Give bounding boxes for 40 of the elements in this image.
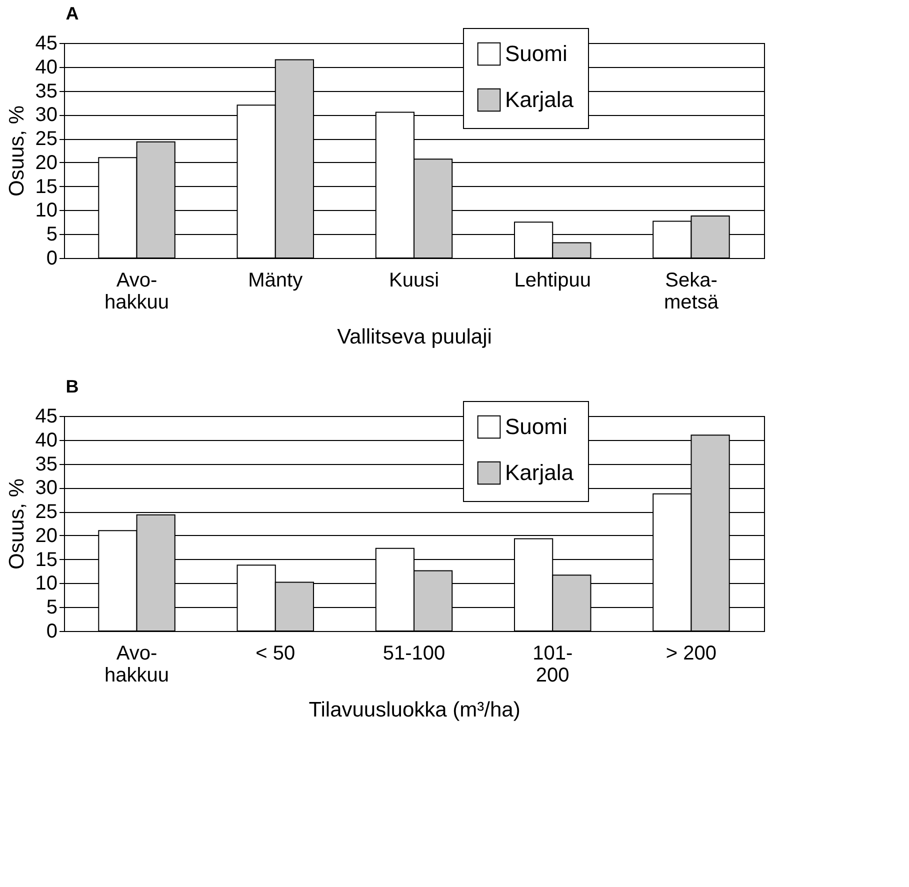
y-tick-label: 45 [35,32,58,54]
y-tick-label: 45 [35,406,58,428]
x-axis-title: Tilavuusluokka (m³/ha) [308,698,520,722]
y-axis-title: Osuus, % [5,105,28,197]
y-tick-label: 25 [35,128,58,150]
x-tick-label: Lehtipuu [514,270,591,292]
y-tick-label: 35 [35,80,58,102]
x-tick-label: Seka- metsä [664,270,720,314]
legend-label: Suomi [505,414,568,439]
y-tick-label: 15 [35,176,58,198]
x-tick-label: Avo- hakkuu [104,270,170,314]
y-tick-label: 30 [35,104,58,126]
legend-label: Karjala [505,87,574,112]
y-tick-label: 35 [35,453,58,476]
legend-label: Karjala [505,460,574,485]
y-tick-label: 5 [46,224,58,246]
y-tick-label: 5 [46,596,58,619]
y-tick-label: 20 [35,152,58,174]
x-tick-label: Mänty [248,270,303,292]
x-tick-label: Kuusi [388,270,440,292]
x-tick-label: 51-100 [382,642,446,664]
x-tick-label: 101- 200 [532,642,573,686]
chart-title: A [66,4,79,24]
y-tick-label: 25 [35,501,58,524]
y-axis-title: Osuus, % [5,478,28,570]
y-tick-label: 40 [35,56,58,78]
y-tick-label: 40 [35,429,58,452]
chart-title: B [66,376,79,396]
legend-label: Suomi [505,41,568,66]
y-tick-label: 30 [35,477,58,500]
x-tick-label: < 50 [256,642,296,664]
y-tick-label: 15 [35,548,58,571]
x-tick-label: Avo- hakkuu [104,642,170,686]
y-tick-label: 0 [46,620,58,642]
y-tick-label: 10 [35,200,58,222]
y-tick-label: 10 [35,572,58,595]
x-tick-label: > 200 [666,642,717,664]
x-axis-title: Vallitseva puulaji [337,326,492,348]
y-tick-label: 20 [35,524,58,547]
y-tick-label: 0 [46,248,58,270]
